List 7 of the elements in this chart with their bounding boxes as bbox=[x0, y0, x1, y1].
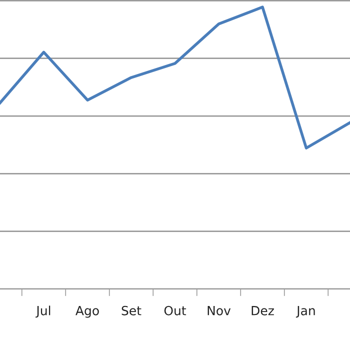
x-tick-label: Ago bbox=[76, 306, 99, 318]
x-tick-label: Nov bbox=[208, 306, 231, 316]
x-tick-label: Set bbox=[122, 306, 142, 316]
x-tick-label: Jan bbox=[296, 306, 315, 318]
x-tick-label: Out bbox=[164, 306, 186, 316]
x-tick-label: Jul bbox=[36, 306, 50, 318]
x-tick-label: Dez bbox=[252, 306, 274, 316]
